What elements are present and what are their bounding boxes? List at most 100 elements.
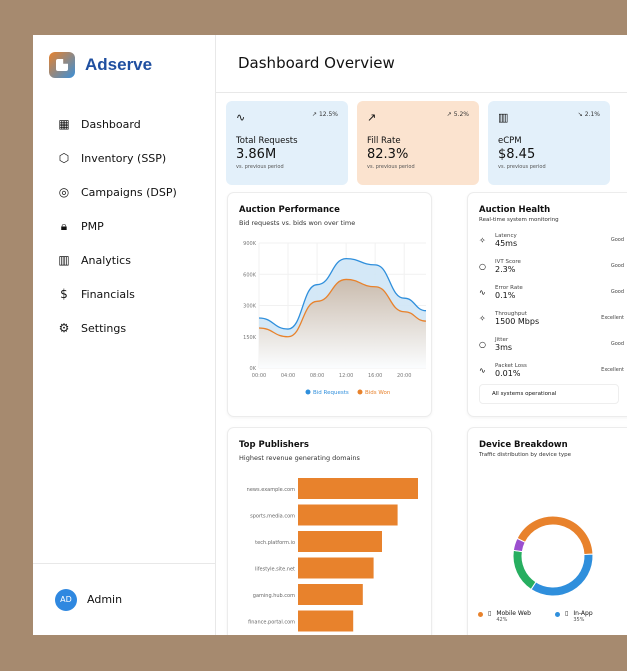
metric-status: Excellent <box>601 315 624 321</box>
gear-icon: ⚙ <box>58 321 70 335</box>
kpi-subtext: vs. previous period <box>498 164 546 170</box>
donut-slice[interactable] <box>511 537 527 554</box>
series-line <box>258 278 427 338</box>
auction-area-chart: 0K 150K 300K 600K 900K 00:00 04:00 08:00 12:00 16… <box>243 241 427 396</box>
y-tick-label: 300K <box>243 304 257 310</box>
bar-chart-icon: ▥ <box>58 253 70 267</box>
card-title: Auction Performance <box>239 205 340 215</box>
app-name: Adserve <box>85 55 153 74</box>
legend-marker <box>357 389 363 395</box>
metric-status: Good <box>610 289 624 295</box>
sidebar-nav: ▦ Dashboard ⬡ Inventory (SSP) ◎ Campaigns (DS… <box>57 107 177 345</box>
sidebar-item-analytics[interactable]: ▥ Analytics <box>57 243 177 277</box>
sidebar-item-label: PMP <box>81 219 104 233</box>
legend-marker <box>478 612 483 617</box>
kpi-value: $8.45 <box>498 147 536 162</box>
metric-label: IVT Score <box>495 258 521 265</box>
legend-marker <box>305 389 311 395</box>
kpi-label: Total Requests <box>236 136 298 146</box>
publisher-bar[interactable] <box>298 478 418 499</box>
metric-status: Good <box>610 341 624 347</box>
sidebar-item-campaigns[interactable]: ◎ Campaigns (DSP) <box>57 175 177 209</box>
trend-value: 2.1% <box>584 111 600 118</box>
lock-icon: 🔒︎ <box>60 218 68 233</box>
sidebar-item-settings[interactable]: ⚙ Settings <box>57 311 177 345</box>
metric-label: Latency <box>495 232 517 239</box>
x-tick-label: 12:00 <box>339 373 353 379</box>
health-metric: ○ IVT Score 2.3% Good <box>479 253 624 279</box>
x-tick-label: 20:00 <box>397 373 411 379</box>
metric-label: Jitter <box>495 336 509 343</box>
sidebar-item-label: Analytics <box>81 253 131 267</box>
publisher-bar[interactable] <box>298 584 363 605</box>
category-label: sports.media.com <box>250 514 295 520</box>
publishers-bar-chart: news.example.com sports.media.com tech.pla… <box>247 478 418 632</box>
publisher-bar[interactable] <box>298 610 354 632</box>
health-metric: ○ Jitter 3ms Good <box>479 331 624 357</box>
x-tick-label: 00:00 <box>252 373 266 379</box>
sidebar-item-label: Inventory (SSP) <box>81 151 167 165</box>
sidebar-item-inventory[interactable]: ⬡ Inventory (SSP) <box>57 141 177 175</box>
page-title: Dashboard Overview <box>216 35 627 93</box>
category-label: lifestyle.site.net <box>255 567 295 573</box>
trend-up-icon: ↗ <box>367 111 377 124</box>
card-title: Top Publishers <box>239 440 309 450</box>
trend-badge: ↗ 12.5% <box>312 111 338 118</box>
sidebar-item-dashboard[interactable]: ▦ Dashboard <box>57 107 177 141</box>
health-metric: ✧ Latency 45ms Good <box>479 227 624 253</box>
logo-icon <box>49 52 75 78</box>
trend-value: 5.2% <box>453 111 469 118</box>
trend-down-icon: ↘ <box>577 111 583 118</box>
legend-item[interactable]: ▯ Mobile Web 42% <box>478 610 531 623</box>
legend-label[interactable]: Bid Requests <box>313 390 349 396</box>
category-label: tech.platform.io <box>255 540 295 546</box>
y-tick-label: 150K <box>243 335 257 341</box>
legend-label[interactable]: Bids Won <box>365 390 391 396</box>
category-label: finance.portal.com <box>248 620 295 626</box>
trend-badge: ↘ 2.1% <box>578 111 600 118</box>
health-metric: ∿ Error Rate 0.1% Good <box>479 279 624 305</box>
activity-icon: ∿ <box>236 111 246 124</box>
trend-value: 12.5% <box>318 111 338 118</box>
user-profile[interactable]: AD Admin <box>33 563 216 635</box>
y-tick-label: 600K <box>243 272 257 278</box>
top-publishers-card: Top Publishers Highest revenue generatin… <box>227 427 432 635</box>
user-name: Admin <box>87 593 123 606</box>
kpi-value: 3.86M <box>236 147 277 162</box>
package-icon: ⬡ <box>58 151 70 165</box>
sidebar-item-label: Settings <box>81 321 127 335</box>
kpi-label: Fill Rate <box>367 136 401 146</box>
sparkle-icon: ✧ <box>479 235 486 245</box>
publisher-bar[interactable] <box>298 504 398 526</box>
app-window: Adserve ▦ Dashboard ⬡ Inventory (SSP) ◎ Campa… <box>33 35 627 635</box>
sidebar-item-financials[interactable]: $ Financials <box>57 277 177 311</box>
metric-value: 45ms <box>495 238 518 248</box>
bar-chart-icon: ▥ <box>498 111 509 124</box>
kpi-label: eCPM <box>498 136 522 146</box>
metric-status: Good <box>610 263 624 269</box>
metric-value: 0.1% <box>495 290 516 300</box>
legend-value: 42% <box>496 617 508 623</box>
avatar: AD <box>55 588 77 611</box>
sidebar-item-pmp[interactable]: 🔒︎ PMP <box>57 209 177 243</box>
publisher-bar[interactable] <box>298 531 382 552</box>
category-label: gaming.hub.com <box>253 593 295 599</box>
legend-label: In-App <box>573 610 593 617</box>
device-donut-chart <box>511 515 594 597</box>
sidebar-item-label: Financials <box>81 287 135 301</box>
category-label: news.example.com <box>247 487 295 493</box>
sidebar-item-label: Campaigns (DSP) <box>81 185 177 199</box>
device-breakdown-card: Device Breakdown Traffic distribution by… <box>467 427 627 635</box>
target-icon: ◎ <box>58 185 70 199</box>
series-area <box>259 279 426 368</box>
sparkle-icon: ✧ <box>479 313 486 323</box>
x-tick-label: 04:00 <box>281 373 295 379</box>
mobile-icon: ▯ <box>488 610 492 617</box>
logo[interactable]: Adserve <box>49 52 152 78</box>
y-tick-label: 0K <box>250 366 257 372</box>
card-subtitle: Real-time system monitoring <box>479 217 559 223</box>
card-subtitle: Bid requests vs. bids won over time <box>239 219 356 227</box>
legend-item[interactable]: ▯ In-App 35% <box>555 610 593 623</box>
kpi-card: ∿ ↗ 12.5% Total Requests 3.86M vs. previous … <box>226 101 348 185</box>
publisher-bar[interactable] <box>298 557 374 579</box>
